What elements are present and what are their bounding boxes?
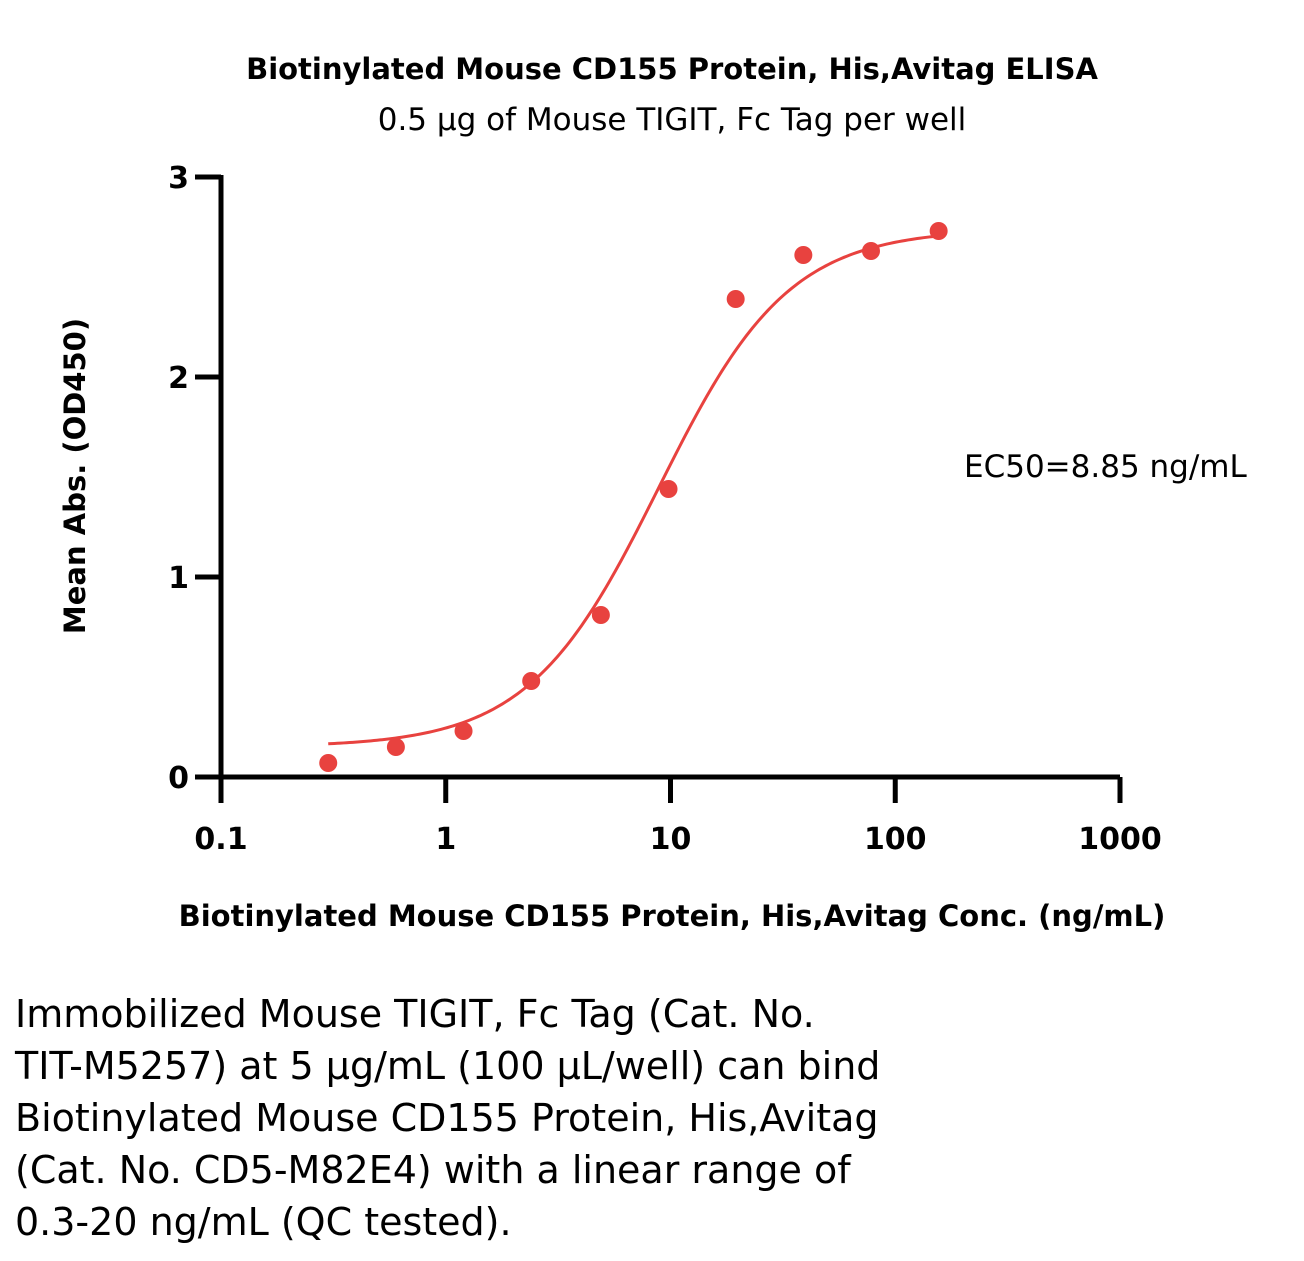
fit-curve-layer	[328, 234, 939, 746]
chart-title: Biotinylated Mouse CD155 Protein, His,Av…	[246, 52, 1098, 86]
y-tick-label-3: 3	[168, 161, 189, 196]
elisa-chart: Biotinylated Mouse CD155 Protein, His,Av…	[58, 52, 1247, 933]
data-point	[794, 246, 813, 264]
x-tick-label-1: 1	[435, 822, 456, 857]
x-tick-label-1000: 1000	[1078, 822, 1162, 857]
data-point	[522, 672, 541, 690]
y-tick-label-2: 2	[168, 361, 189, 396]
y-tick-label-1: 1	[168, 561, 189, 596]
x-axis-label: Biotinylated Mouse CD155 Protein, His,Av…	[179, 899, 1166, 933]
y-tick-label-0: 0	[168, 761, 189, 796]
data-point	[929, 222, 948, 240]
y-axis-label: Mean Abs. (OD450)	[58, 318, 92, 634]
data-point	[591, 606, 610, 624]
data-point	[659, 480, 678, 498]
x-tick-label-10: 10	[650, 822, 692, 857]
ec50-annotation: EC50=8.85 ng/mL	[964, 449, 1247, 485]
data-point	[454, 722, 473, 740]
data-point	[726, 290, 745, 308]
data-points	[319, 222, 948, 772]
fit-curve	[328, 234, 939, 746]
figure-caption: Immobilized Mouse TIGIT, Fc Tag (Cat. No…	[15, 992, 881, 1244]
data-point	[386, 738, 405, 756]
data-point	[319, 754, 338, 772]
x-tick-label-100: 100	[864, 822, 927, 857]
x-tick-label-0.1: 0.1	[194, 822, 247, 857]
axes: 0 1 2 3 0.1 1 10 100 1000	[168, 161, 1162, 857]
data-point	[861, 242, 880, 260]
chart-subtitle: 0.5 µg of Mouse TIGIT, Fc Tag per well	[378, 102, 967, 138]
